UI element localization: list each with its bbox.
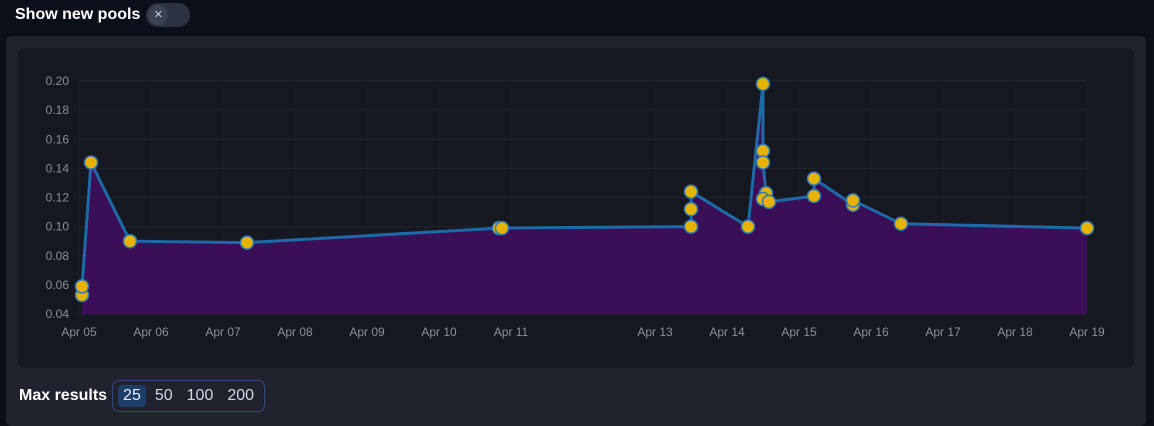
y-tick-label: 0.10: [46, 220, 70, 234]
max-results-selector: 25 50 100 200: [112, 380, 266, 412]
data-point: [1079, 220, 1095, 236]
data-point: [239, 235, 255, 250]
y-tick-label: 0.18: [46, 103, 70, 117]
data-point: [683, 201, 699, 217]
data-point: [122, 233, 138, 249]
y-tick-label: 0.16: [46, 132, 70, 146]
y-tick-label: 0.12: [46, 191, 70, 205]
area-chart: 0.20 0.18 0.16 0.14 0.12 0.10 0.08 0.06 0.04 Apr …: [46, 74, 1105, 339]
x-tick-label: Apr 09: [349, 325, 385, 339]
data-point: [740, 219, 756, 234]
y-tick-label: 0.08: [46, 249, 70, 263]
data-point: [755, 76, 771, 92]
data-point: [494, 220, 510, 236]
x-tick-label: Apr 19: [1069, 325, 1105, 339]
y-tick-label: 0.14: [46, 161, 70, 175]
data-point: [845, 193, 861, 208]
x-tick-label: Apr 17: [925, 325, 961, 339]
chart-panel: 0.20 0.18 0.16 0.14 0.12 0.10 0.08 0.06 0.04 Apr …: [6, 36, 1146, 426]
y-tick-label: 0.04: [46, 307, 70, 321]
x-tick-label: Apr 05: [61, 325, 97, 339]
x-tick-label: Apr 08: [277, 325, 313, 339]
max-results-label: Max results: [19, 387, 108, 404]
data-point: [806, 188, 822, 204]
x-tick-label: Apr 18: [997, 325, 1033, 339]
data-point: [83, 155, 99, 170]
data-point: [806, 171, 822, 186]
y-tick-label: 0.20: [46, 74, 70, 88]
max-results-row: Max results 25 50 100 200: [19, 380, 266, 412]
data-point: [74, 279, 90, 294]
close-icon: ✕: [148, 5, 169, 25]
data-point: [683, 184, 699, 199]
show-new-pools-toggle[interactable]: ✕: [146, 3, 191, 27]
x-tick-label: Apr 10: [421, 325, 457, 339]
x-tick-label: Apr 06: [133, 325, 169, 339]
max-results-option-100[interactable]: 100: [186, 387, 214, 404]
max-results-option-50[interactable]: 50: [154, 387, 173, 404]
x-tick-label: Apr 11: [494, 325, 529, 339]
data-point: [683, 219, 699, 234]
show-new-pools-label: Show new pools: [15, 6, 141, 23]
y-tick-label: 0.06: [46, 278, 70, 292]
data-point: [755, 155, 771, 170]
x-tick-label: Apr 14: [709, 325, 745, 339]
x-tick-label: Apr 15: [781, 325, 817, 339]
x-tick-label: Apr 07: [205, 325, 241, 339]
max-results-option-25[interactable]: 25: [118, 385, 146, 407]
x-tick-label: Apr 16: [853, 325, 889, 339]
x-tick-label: Apr 13: [637, 325, 673, 339]
top-bar: Show new pools ✕: [0, 0, 1154, 30]
chart-container: 0.20 0.18 0.16 0.14 0.12 0.10 0.08 0.06 0.04 Apr …: [18, 48, 1134, 368]
area-fill: [82, 83, 1087, 314]
max-results-option-200[interactable]: 200: [227, 387, 255, 404]
data-point: [893, 216, 909, 231]
data-point: [761, 194, 777, 210]
